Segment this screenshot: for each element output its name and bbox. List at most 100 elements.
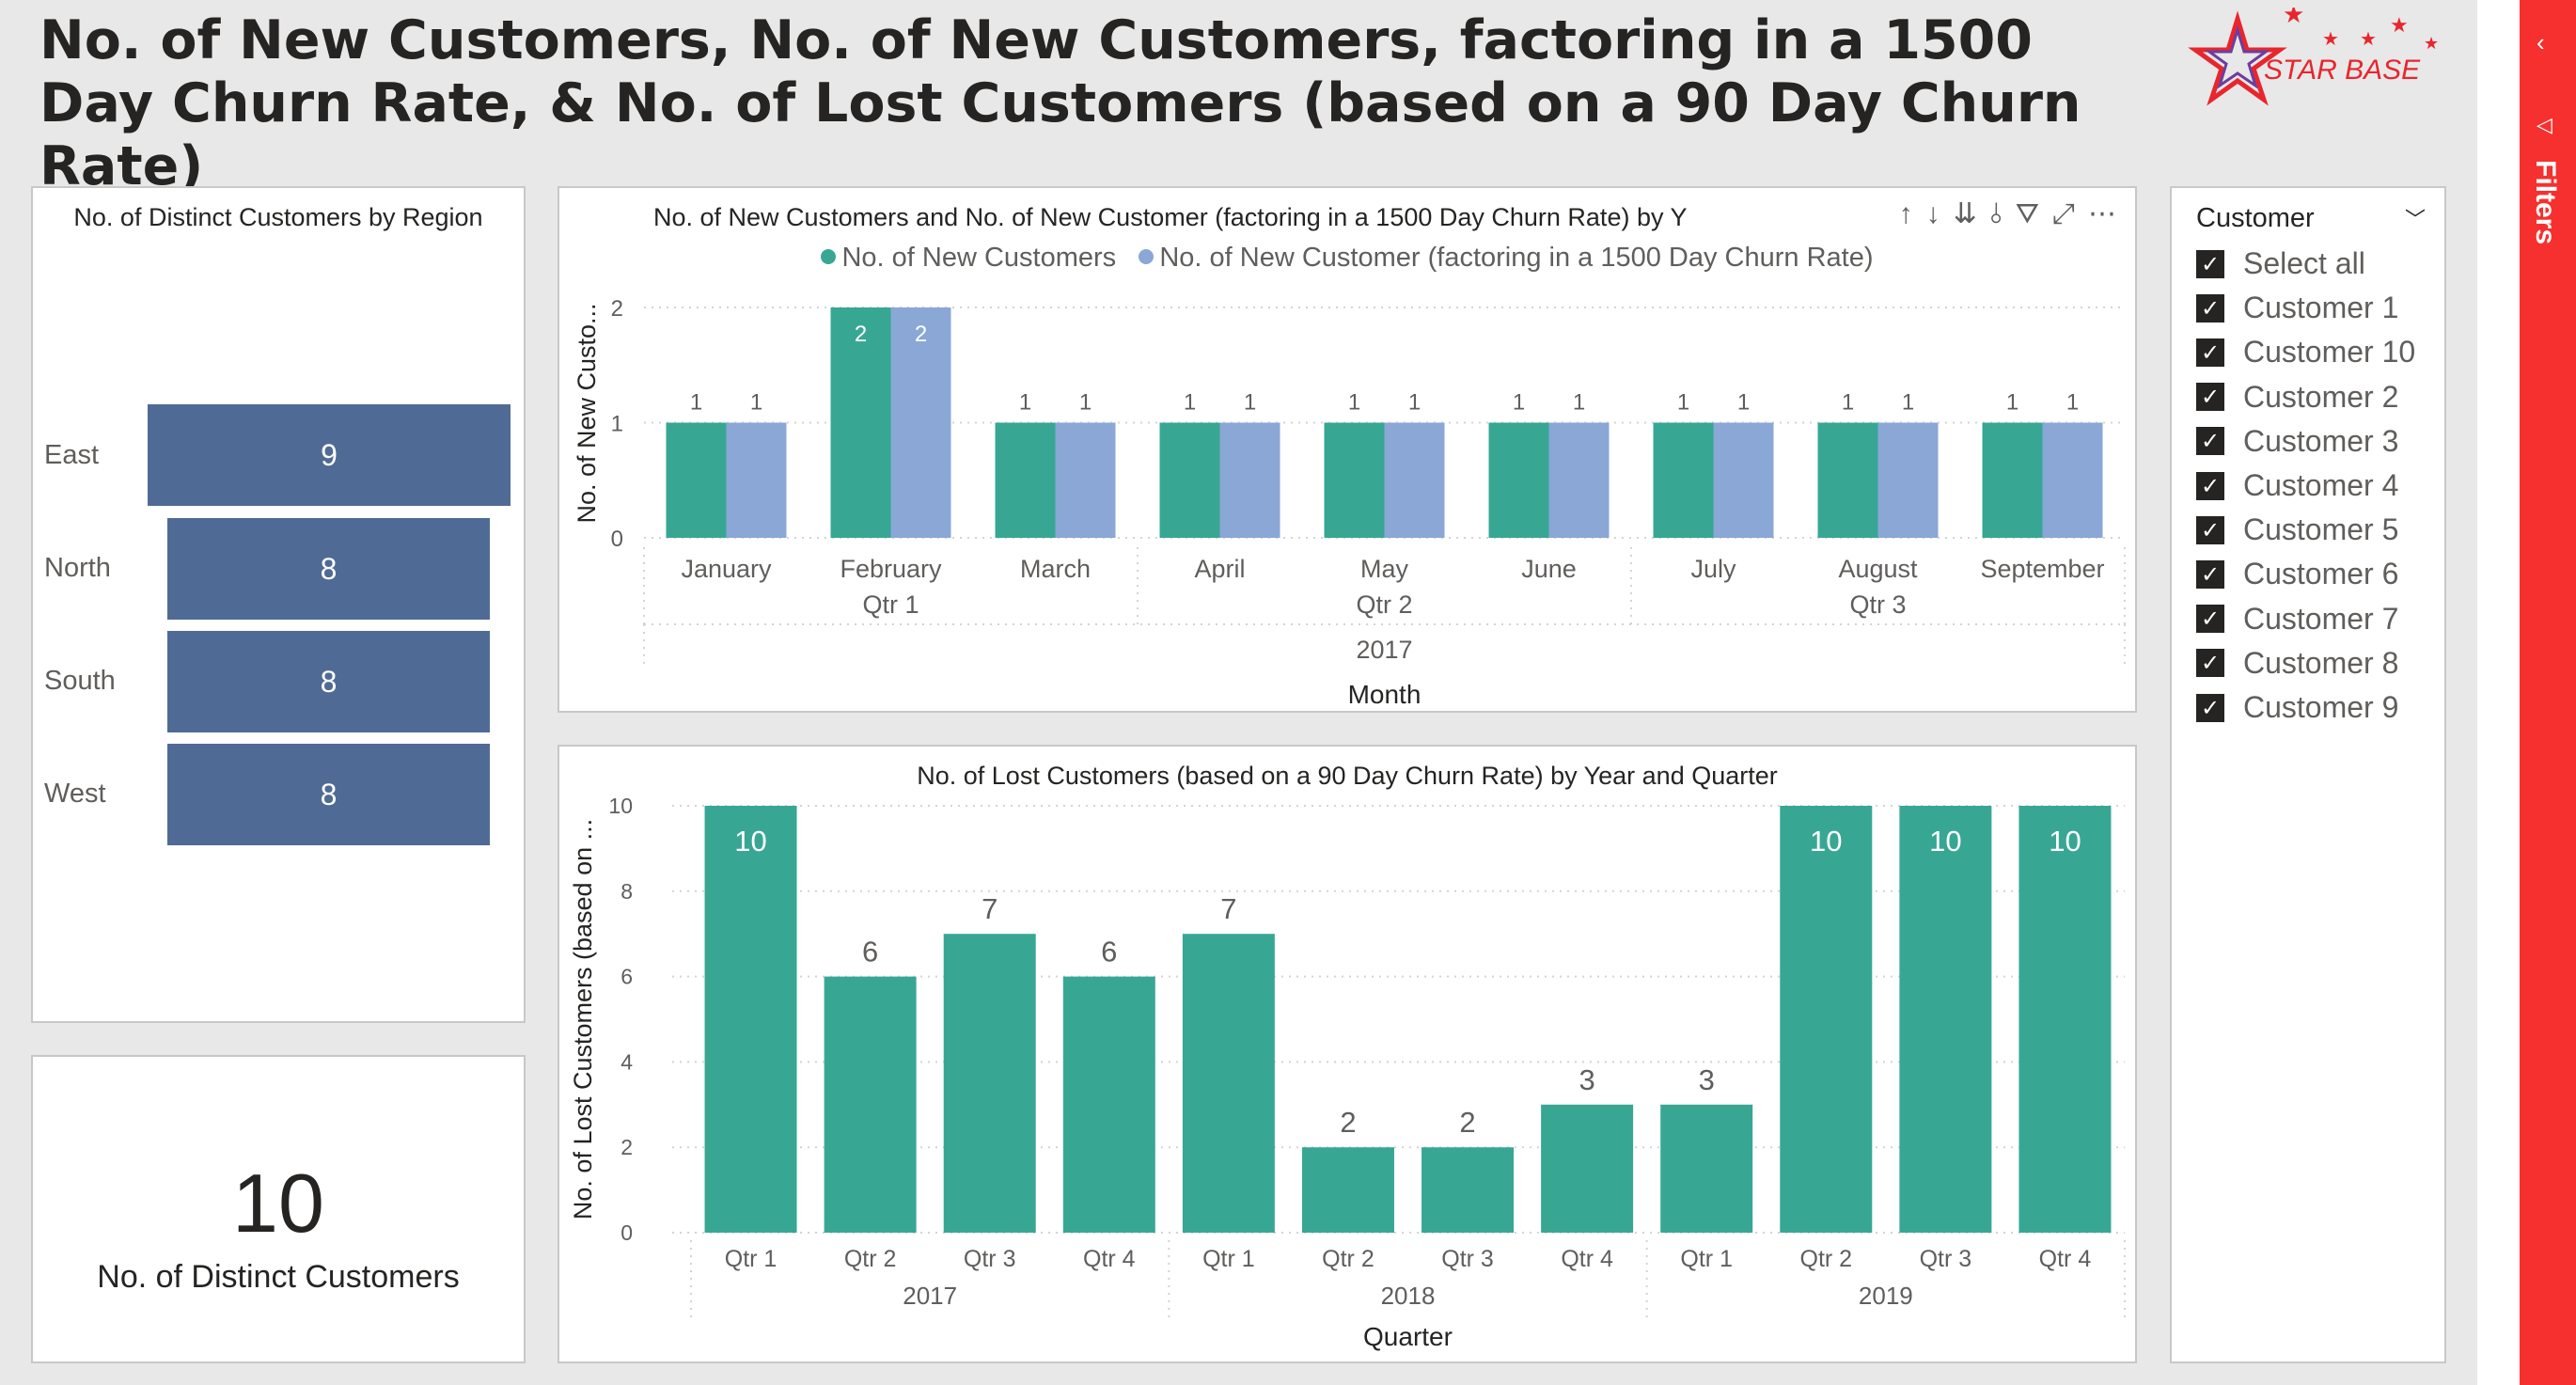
checkbox-checked-icon[interactable]: ✓ <box>2196 427 2224 456</box>
slicer-item[interactable]: ✓ Customer 7 <box>2196 602 2398 637</box>
slicer-item[interactable]: ✓ Customer 2 <box>2196 380 2398 415</box>
star-base-logo: ★ ★ ★ ★ ★ STAR BASE <box>2188 8 2439 106</box>
bar-lost-customers <box>1422 1147 1515 1233</box>
visual-header-toolbar: ↑ ↓ ⇊ ⫰ ⛛ ⤢ ⋯ <box>1893 196 2122 233</box>
checkbox-checked-icon[interactable]: ✓ <box>2196 693 2224 722</box>
checkbox-checked-icon[interactable]: ✓ <box>2196 649 2224 678</box>
lost-customers-chart-title: No. of Lost Customers (based on a 90 Day… <box>917 762 1778 790</box>
svg-text:★: ★ <box>2424 34 2439 53</box>
slicer-item[interactable]: ✓ Customer 4 <box>2196 468 2398 503</box>
slicer-item-label: Customer 6 <box>2243 557 2399 591</box>
slicer-item[interactable]: ✓ Customer 8 <box>2196 646 2398 681</box>
region-bar-west[interactable]: 8 <box>167 744 490 845</box>
x-tick-label: Qtr 1 <box>725 1246 778 1272</box>
customer-slicer[interactable]: Customer ﹀ ✓ Select all ✓ Customer 1 ✓ Custom… <box>2170 186 2446 1363</box>
region-value-west: 8 <box>320 777 338 811</box>
report-title: No. of New Customers, No. of New Custome… <box>39 9 2081 197</box>
slicer-item-label: Customer 5 <box>2243 512 2399 547</box>
bar-new-customers-1500 <box>890 307 951 538</box>
arrow-up-icon[interactable]: ↑ <box>1898 198 1913 229</box>
data-label: 1 <box>1573 390 1585 416</box>
bar-new-customers-1500 <box>1548 422 1610 538</box>
slicer-item[interactable]: ✓ Customer 6 <box>2196 557 2398 591</box>
logo-text: STAR BASE <box>2264 55 2421 86</box>
slicer-item[interactable]: ✓ Customer 3 <box>2196 424 2398 459</box>
bar-new-customers <box>1653 422 1714 538</box>
chevron-down-icon[interactable]: ﹀ <box>2404 208 2426 231</box>
slicer-item[interactable]: ✓ Customer 10 <box>2196 335 2415 370</box>
data-label: 2 <box>1340 1106 1356 1139</box>
bar-new-customers-1500 <box>1384 422 1445 538</box>
slicer-item[interactable]: ✓ Customer 5 <box>2196 512 2398 547</box>
slicer-item[interactable]: ✓ Customer 9 <box>2196 690 2398 725</box>
data-label: 6 <box>1101 936 1117 968</box>
legend-item-new-customers[interactable]: No. of New Customers <box>821 243 1116 273</box>
data-label: 1 <box>2006 390 2018 416</box>
slicer-item-label: Customer 9 <box>2243 690 2399 724</box>
filters-label: Filters <box>2530 160 2561 245</box>
x-tick-label: Qtr 3 <box>1441 1246 1494 1272</box>
double-arrow-down-icon[interactable]: ⇊ <box>1953 198 1977 229</box>
slicer-header[interactable]: Customer ﹀ <box>2196 203 2426 234</box>
x-tick-label: Qtr 4 <box>2039 1246 2092 1272</box>
chevron-left-icon[interactable]: ‹ <box>2537 28 2545 56</box>
new-customers-chart-card[interactable]: No. of New Customers and No. of New Cust… <box>558 186 2137 713</box>
data-label: 7 <box>982 892 997 925</box>
filter-icon[interactable]: ⛛ <box>2015 198 2039 229</box>
region-value-north: 8 <box>320 551 338 586</box>
region-bar-north[interactable]: 8 <box>167 518 490 620</box>
bar-lost-customers <box>1660 1104 1753 1233</box>
focus-mode-icon[interactable]: ⤢ <box>2052 198 2075 229</box>
region-bar-south[interactable]: 8 <box>167 631 490 732</box>
expand-hierarchy-icon[interactable]: ⫰ <box>1989 198 2003 229</box>
checkbox-checked-icon[interactable]: ✓ <box>2196 605 2224 634</box>
bar-lost-customers <box>943 934 1036 1233</box>
bar-new-customers <box>830 307 891 538</box>
more-options-icon[interactable]: ⋯ <box>2088 198 2116 229</box>
kpi-card[interactable]: 10 No. of Distinct Customers <box>31 1055 526 1363</box>
region-value-east: 9 <box>321 437 338 472</box>
y-tick-label: 4 <box>620 1049 633 1074</box>
region-bar-east[interactable]: 9 <box>148 404 510 506</box>
kpi-label: No. of Distinct Customers <box>97 1259 460 1295</box>
checkbox-checked-icon[interactable]: ✓ <box>2196 559 2224 589</box>
x-tick-label: April <box>1194 555 1245 583</box>
checkbox-checked-icon[interactable]: ✓ <box>2196 383 2224 412</box>
bar-new-customers <box>1817 422 1878 538</box>
svg-text:★: ★ <box>2283 8 2304 28</box>
slicer-item[interactable]: ✓ Customer 1 <box>2196 291 2398 325</box>
y-axis-title: No. of Lost Customers (based on ... <box>569 819 597 1220</box>
data-label: 7 <box>1220 892 1236 925</box>
bar-lost-customers <box>1182 934 1275 1233</box>
checkbox-checked-icon[interactable]: ✓ <box>2196 515 2224 544</box>
legend-item-new-customers-1500[interactable]: No. of New Customer (factoring in a 1500… <box>1139 243 1874 273</box>
quarter-label: Qtr 2 <box>1356 590 1412 619</box>
x-tick-label: January <box>681 555 772 583</box>
slicer-item-label: Select all <box>2243 246 2365 280</box>
bar-new-customers-1500 <box>1713 422 1774 538</box>
data-label: 1 <box>1513 390 1525 416</box>
checkbox-checked-icon[interactable]: ✓ <box>2196 471 2224 500</box>
data-label: 1 <box>1902 390 1914 416</box>
x-tick-label: Qtr 3 <box>1920 1246 1972 1272</box>
data-label: 1 <box>1079 390 1092 416</box>
filters-pane[interactable]: ‹ ◁ Filters <box>2520 0 2576 1385</box>
legend-label-new-customers-1500: No. of New Customer (factoring in a 1500… <box>1159 243 1874 273</box>
slicer-item-label: Customer 2 <box>2243 379 2399 414</box>
svg-text:★: ★ <box>2322 29 2339 50</box>
checkbox-checked-icon[interactable]: ✓ <box>2196 338 2224 367</box>
region-label-south: South <box>44 666 116 696</box>
region-chart-card[interactable]: No. of Distinct Customers by Region East… <box>31 186 526 1023</box>
slicer-item[interactable]: ✓ Select all <box>2196 246 2365 281</box>
x-tick-label: March <box>1020 555 1091 583</box>
slicer-item-label: Customer 1 <box>2243 291 2399 325</box>
region-chart-title: No. of Distinct Customers by Region <box>73 203 483 231</box>
checkbox-checked-icon[interactable]: ✓ <box>2196 249 2224 278</box>
data-label: 3 <box>1579 1063 1595 1096</box>
data-label: 1 <box>1348 390 1360 416</box>
checkbox-checked-icon[interactable]: ✓ <box>2196 293 2224 323</box>
lost-customers-chart-card[interactable]: No. of Lost Customers (based on a 90 Day… <box>558 745 2137 1363</box>
lost-customers-chart: 0 2 4 6 8 10 10 Qtr 1 6 Qtr 2 7 Qtr 3 6 Qtr 4 7 Qtr 1 2 Q… <box>569 794 2126 1351</box>
arrow-down-icon[interactable]: ↓ <box>1925 198 1940 229</box>
new-customers-legend: No. of New Customers No. of New Customer… <box>559 243 2135 274</box>
